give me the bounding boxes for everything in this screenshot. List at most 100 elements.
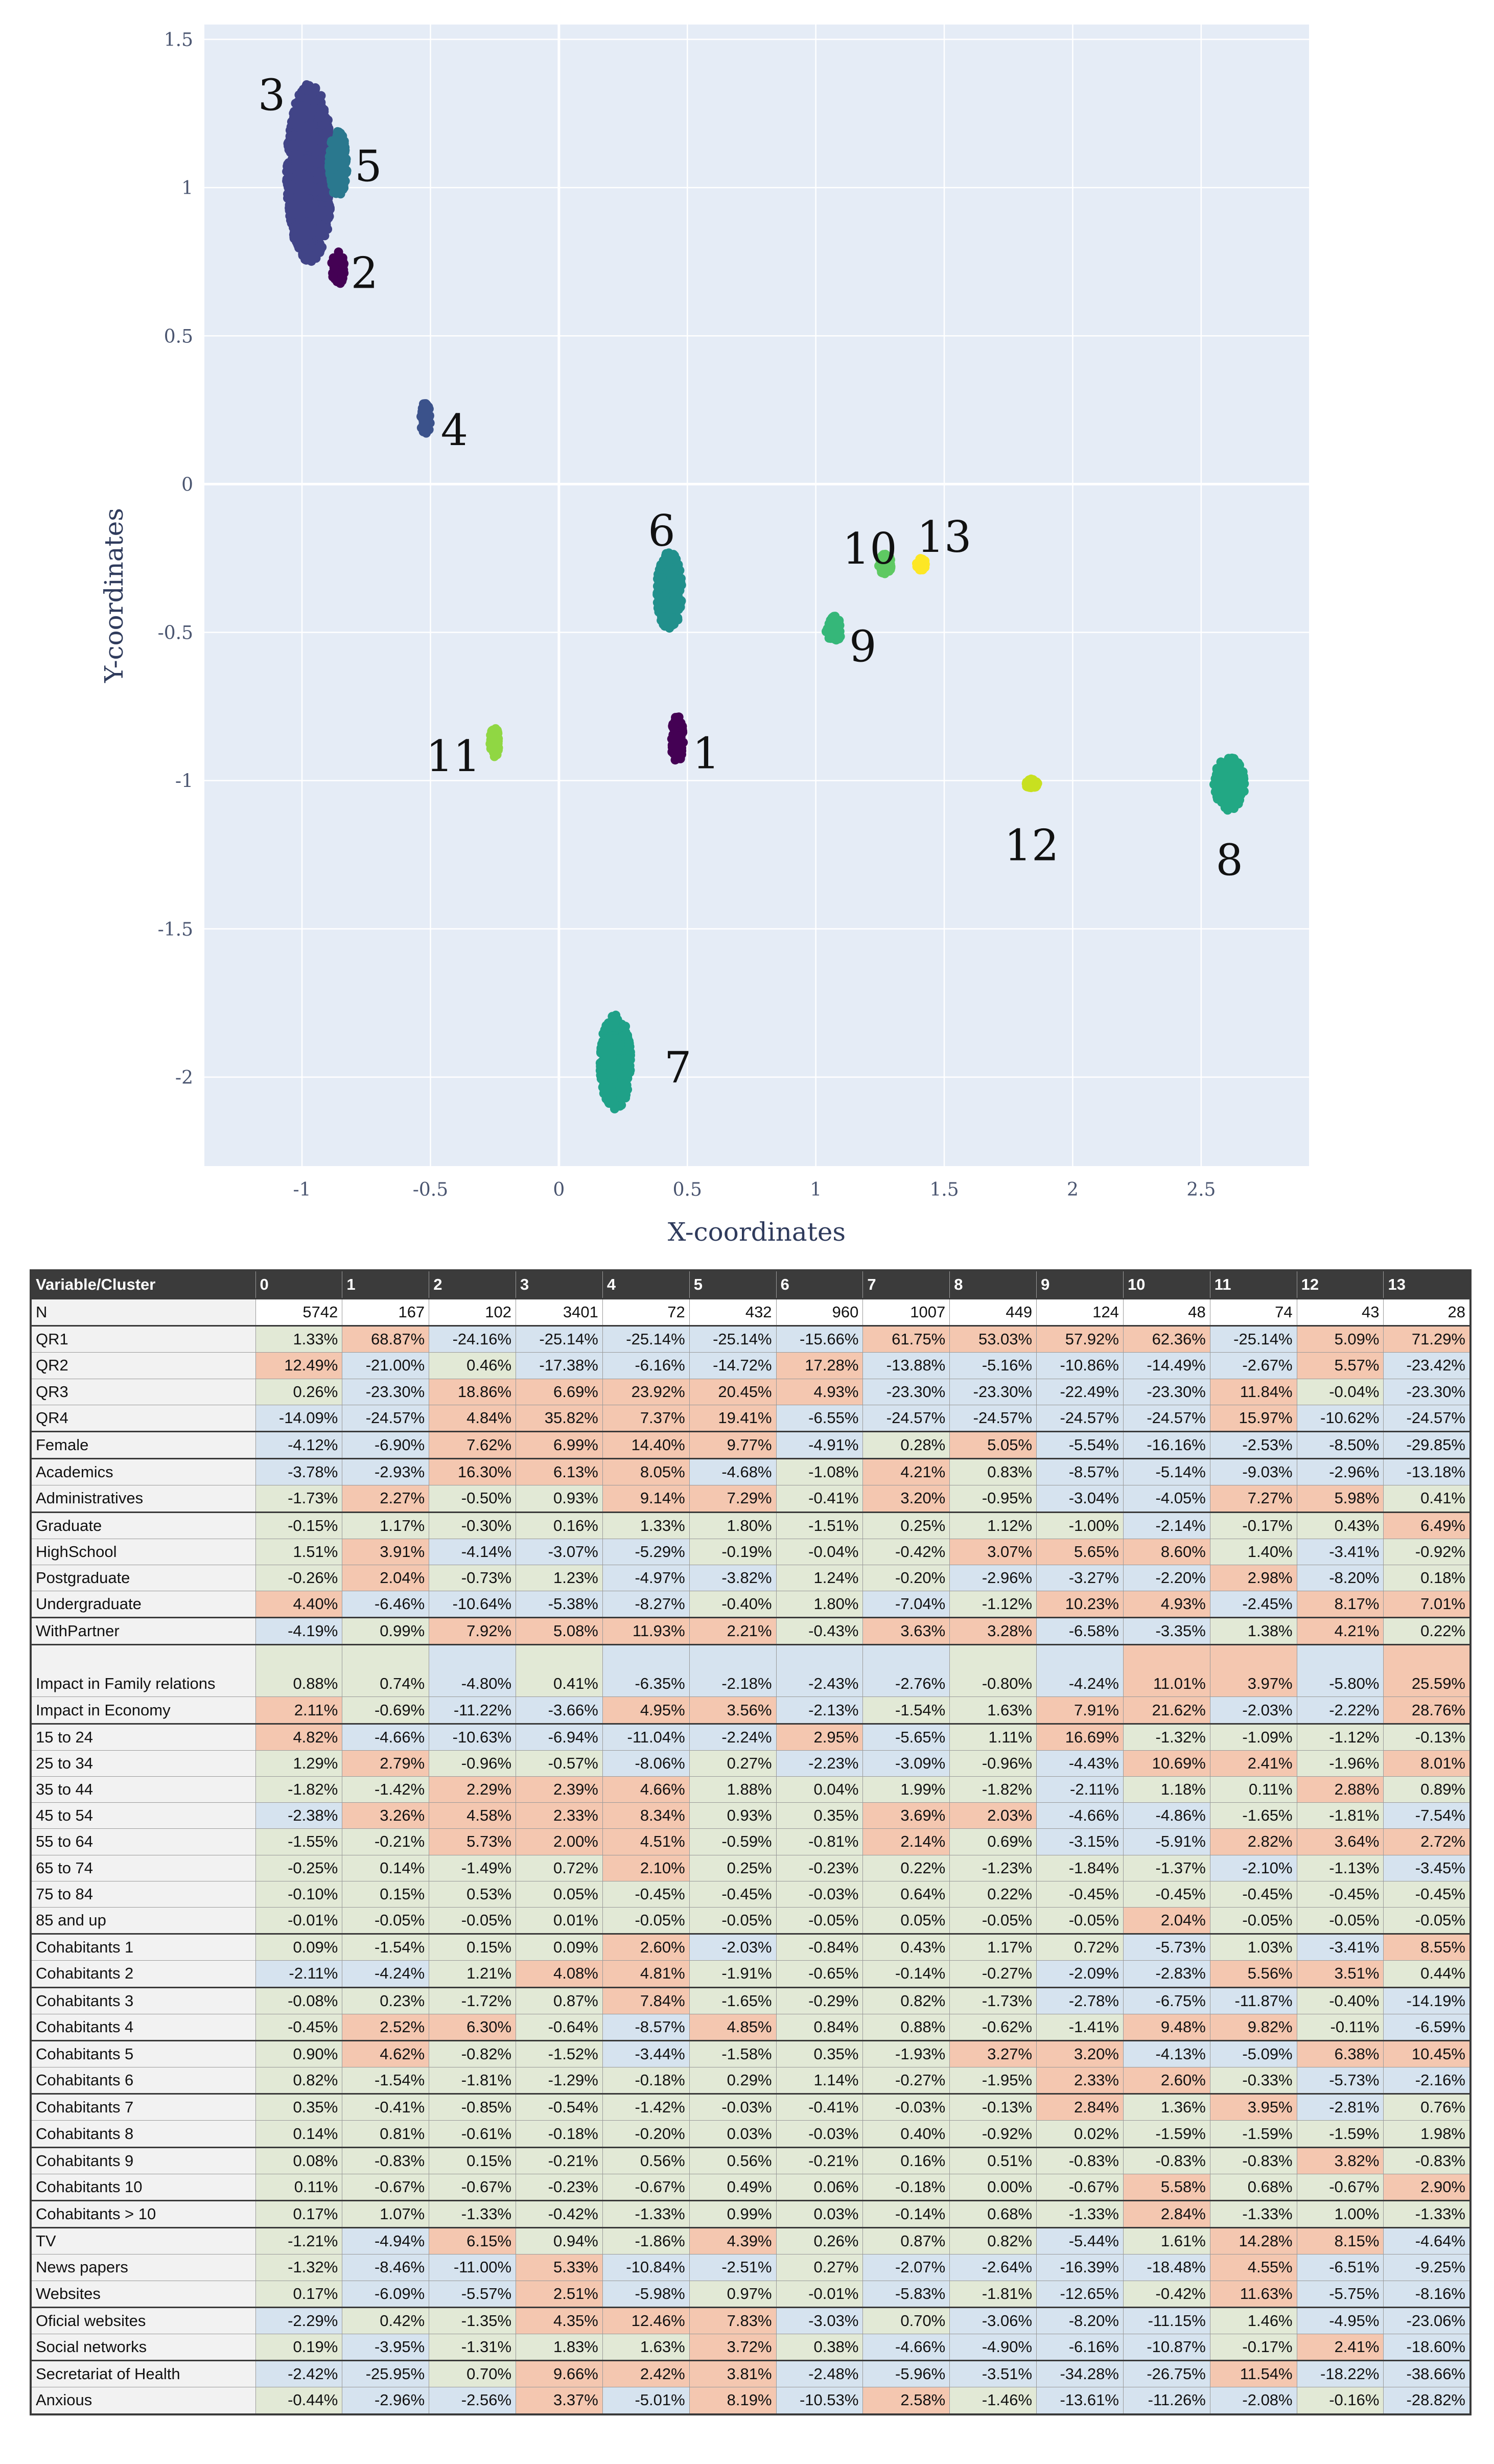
table-cell: 3.20% bbox=[1036, 2039, 1124, 2068]
table-cell: -1.41% bbox=[1036, 2013, 1124, 2041]
table-cell: -0.15% bbox=[255, 1511, 343, 1539]
table-row: Cohabitants 6 0.82% -1.54% -1.81% -1.29% -0.1… bbox=[30, 2067, 1471, 2095]
table-cell: 74 bbox=[1209, 1297, 1297, 1327]
table-cell: -2.96% bbox=[342, 2387, 430, 2414]
table-cell: 1.63% bbox=[949, 1696, 1037, 1724]
table-cell: 9.82% bbox=[1209, 2013, 1297, 2041]
table-cell: -1.00% bbox=[1036, 1511, 1124, 1539]
table-cell: 2.52% bbox=[342, 2013, 430, 2041]
data-point bbox=[288, 119, 297, 129]
table-cell: 0.27% bbox=[689, 1750, 777, 1777]
table-cell: -0.27% bbox=[949, 1960, 1037, 1988]
x-tick-label: 2.5 bbox=[1186, 1179, 1216, 1200]
table-cell: -0.45% bbox=[1383, 1880, 1471, 1908]
table-cell: 11.63% bbox=[1209, 2280, 1297, 2308]
table-cell: 14.40% bbox=[602, 1430, 690, 1459]
table-cell: -10.87% bbox=[1123, 2333, 1210, 2361]
grid-lines bbox=[204, 25, 1309, 1166]
data-point bbox=[619, 1070, 629, 1080]
table-cell: -4.91% bbox=[776, 1430, 863, 1459]
table-cell: 4.82% bbox=[255, 1723, 343, 1751]
header-cluster-2: 2 bbox=[429, 1270, 517, 1299]
row-label: QR3 bbox=[30, 1378, 256, 1405]
table-cell: -0.43% bbox=[776, 1617, 863, 1645]
table-cell: -23.42% bbox=[1383, 1352, 1471, 1379]
data-point bbox=[316, 220, 326, 230]
table-cell: -4.97% bbox=[602, 1564, 690, 1592]
cluster-label-6: 6 bbox=[648, 506, 675, 556]
table-cell: 8.05% bbox=[602, 1458, 690, 1486]
table-cell: -24.57% bbox=[1123, 1404, 1210, 1432]
table-cell: 0.46% bbox=[429, 1352, 517, 1379]
table-cell: 6.69% bbox=[516, 1378, 603, 1405]
data-point bbox=[676, 574, 686, 584]
table-cell: 7.29% bbox=[689, 1485, 777, 1513]
table-cell: 3.37% bbox=[516, 2387, 603, 2414]
y-tick-label: -2 bbox=[175, 1067, 193, 1088]
table-cell: -17.38% bbox=[516, 1352, 603, 1379]
table-cell: -29.85% bbox=[1383, 1430, 1471, 1459]
table-cell: 5.08% bbox=[516, 1617, 603, 1645]
table-cell: 0.17% bbox=[255, 2280, 343, 2308]
table-row: Cohabitants 3 -0.08% 0.23% -1.72% 0.87% 7.84%… bbox=[30, 1986, 1471, 2014]
table-row: QR3 0.26% -23.30% 18.86% 6.69% 23.92% 20.45% 4.… bbox=[30, 1378, 1471, 1405]
table-row: 25 to 34 1.29% 2.79% -0.96% -0.57% -8.06% 0.27… bbox=[30, 1750, 1471, 1777]
row-label: 75 to 84 bbox=[30, 1880, 256, 1908]
table-cell: 2.95% bbox=[776, 1723, 863, 1751]
table-cell: -8.57% bbox=[1036, 1458, 1124, 1486]
table-cell: -1.91% bbox=[689, 1960, 777, 1988]
table-cell: 0.28% bbox=[862, 1430, 950, 1459]
table-cell: -4.94% bbox=[342, 2227, 430, 2255]
table-cell: -2.10% bbox=[1209, 1854, 1297, 1881]
table-cell: -0.05% bbox=[949, 1907, 1037, 1935]
data-point bbox=[303, 171, 313, 181]
data-point bbox=[302, 208, 312, 218]
table-cell: 0.25% bbox=[862, 1511, 950, 1539]
table-cell: 0.35% bbox=[776, 1802, 863, 1829]
data-point bbox=[1231, 797, 1241, 807]
table-cell: 0.83% bbox=[949, 1458, 1037, 1486]
table-cell: -25.95% bbox=[342, 2360, 430, 2388]
data-point bbox=[306, 182, 316, 192]
table-cell: -11.00% bbox=[429, 2254, 517, 2281]
table-cell: -1.32% bbox=[255, 2254, 343, 2281]
table-cell: 5742 bbox=[255, 1297, 343, 1327]
cluster-label-12: 12 bbox=[1005, 820, 1059, 870]
cluster-label-3: 3 bbox=[258, 70, 285, 120]
table-cell: -2.51% bbox=[689, 2254, 777, 2281]
table-cell: 1.38% bbox=[1209, 1617, 1297, 1645]
table-cell: -0.83% bbox=[1036, 2146, 1124, 2174]
table-cell: 8.01% bbox=[1383, 1750, 1471, 1777]
table-cell: -8.57% bbox=[602, 2013, 690, 2041]
table-cell: 72 bbox=[602, 1297, 690, 1327]
x-tick-label: 0.5 bbox=[673, 1179, 702, 1200]
table-cell: -0.17% bbox=[1209, 2333, 1297, 2361]
table-cell: -6.16% bbox=[1036, 2333, 1124, 2361]
table-cell: 3.81% bbox=[689, 2360, 777, 2388]
table-cell: 0.82% bbox=[862, 1986, 950, 2014]
data-point bbox=[602, 1087, 612, 1097]
table-cell: -0.80% bbox=[949, 1644, 1037, 1698]
table-cell: -24.57% bbox=[1383, 1404, 1471, 1432]
table-row: Anxious -0.44% -2.96% -2.56% 3.37% -5.01% 8.19… bbox=[30, 2387, 1471, 2414]
header-cluster-13: 13 bbox=[1383, 1270, 1471, 1299]
table-cell: -1.49% bbox=[429, 1854, 517, 1881]
table-cell: -14.49% bbox=[1123, 1352, 1210, 1379]
data-point bbox=[326, 173, 336, 182]
data-point bbox=[624, 1039, 634, 1048]
table-cell: 1.33% bbox=[255, 1325, 343, 1353]
table-cell: -0.05% bbox=[1036, 1907, 1124, 1935]
table-cell: -0.05% bbox=[689, 1907, 777, 1935]
table-cell: -3.44% bbox=[602, 2039, 690, 2068]
row-label: HighSchool bbox=[30, 1538, 256, 1565]
cluster-label-9: 9 bbox=[849, 622, 876, 672]
table-cell: 2.51% bbox=[516, 2280, 603, 2308]
data-point bbox=[297, 215, 307, 224]
table-cell: -0.26% bbox=[255, 1564, 343, 1592]
table-cell: 1.46% bbox=[1209, 2306, 1297, 2334]
table-row: 55 to 64 -1.55% -0.21% 5.73% 2.00% 4.51% -0.59… bbox=[30, 1828, 1471, 1855]
data-point bbox=[333, 144, 342, 153]
table-cell: -23.30% bbox=[949, 1378, 1037, 1405]
table-cell: 4.81% bbox=[602, 1960, 690, 1988]
